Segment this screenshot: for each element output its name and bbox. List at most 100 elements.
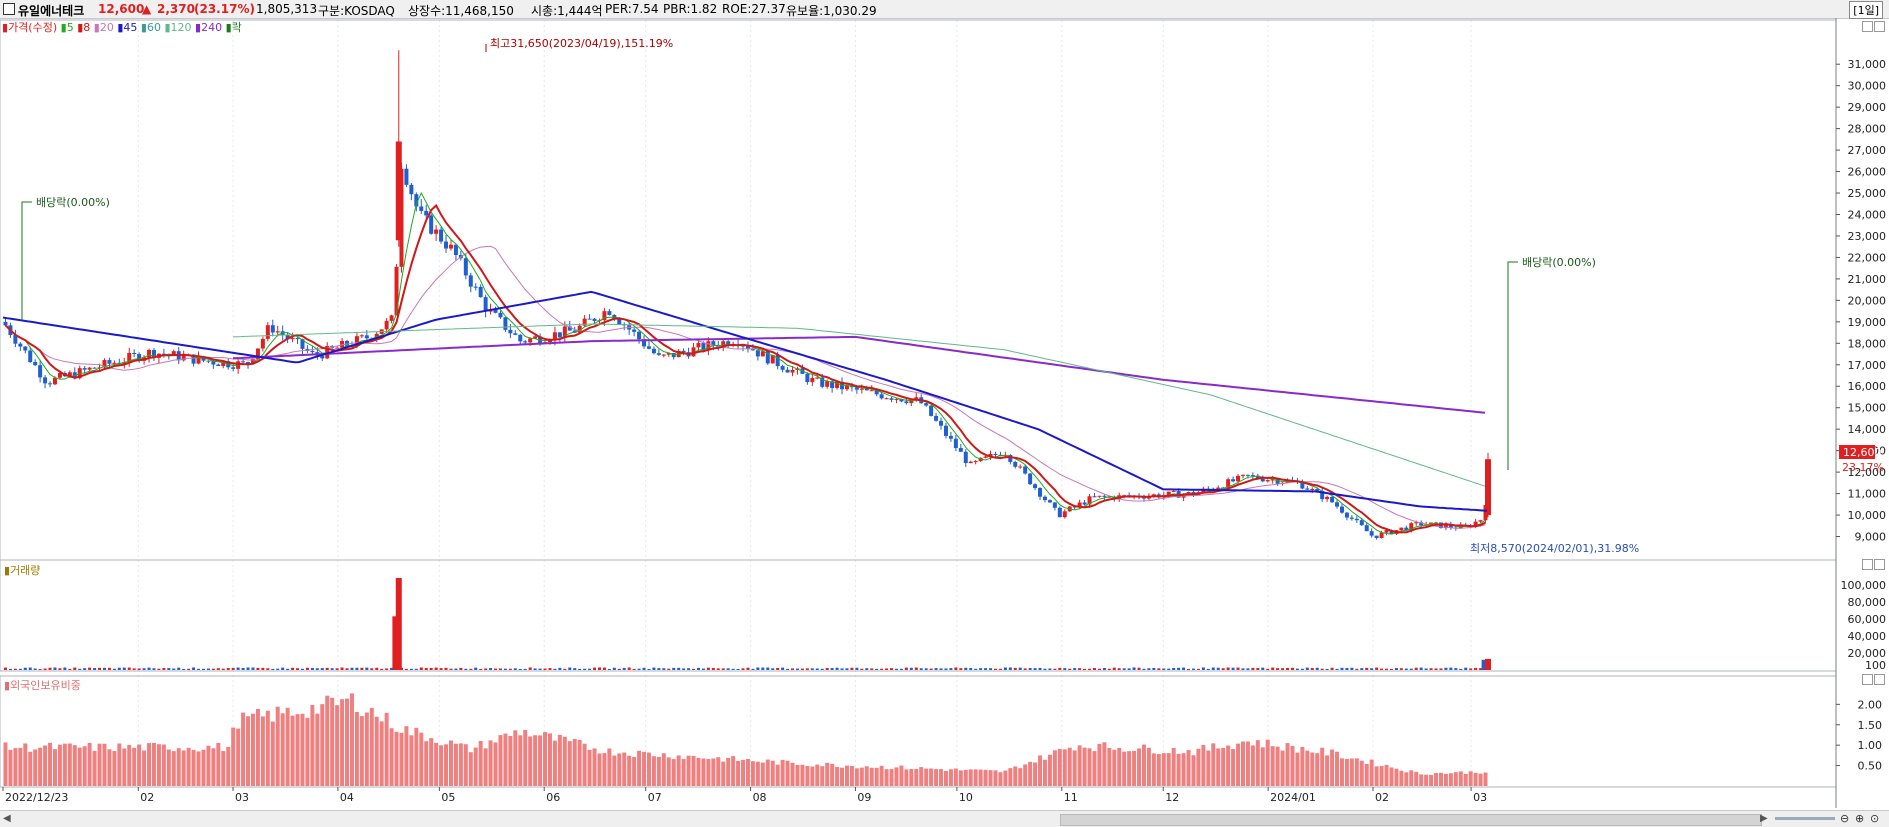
candle-body [968, 461, 973, 464]
candle-body [1216, 487, 1221, 490]
legend-ma45[interactable]: ▮45 [117, 21, 138, 34]
candle-body [1047, 500, 1052, 503]
volume-bar [1360, 668, 1364, 670]
horizontal-scrollbar[interactable]: ◀ ▶ ⊖ ⊕ ⊙ [0, 810, 1889, 827]
zoom-in-icon[interactable]: ⊕ [1855, 812, 1865, 825]
candle-body [1062, 511, 1067, 518]
foreign-bar [92, 750, 97, 786]
foreign-bar [325, 695, 330, 786]
price-tick-label: 26,000 [1848, 166, 1887, 179]
foreign-bar [612, 755, 617, 786]
x-tick-label: 06 [546, 791, 560, 804]
legend-ma8[interactable]: ▮8 [77, 21, 91, 34]
volume-peak-bar [392, 616, 399, 670]
legend-ma240[interactable]: ▮240 [195, 21, 223, 34]
legend-price[interactable]: ▮가격(수정) [2, 21, 58, 34]
volume-bar [83, 668, 87, 670]
zoom-slider[interactable] [1775, 817, 1835, 820]
candle-body [310, 350, 315, 353]
zoom-out-icon[interactable]: ⊖ [1840, 812, 1850, 825]
foreign-bar [1409, 770, 1414, 786]
foreign-bar [1107, 747, 1112, 786]
trade-volume: 1,805,313 [256, 2, 318, 16]
candle-body [973, 461, 978, 463]
foreign-pane-max-button[interactable] [1874, 674, 1885, 685]
volume-bar [1479, 668, 1483, 670]
price-tick-label: 15,000 [1848, 402, 1887, 415]
stock-header: 유일에너테크 12,600 ▲ 2,370 (23.17%) 1,805,313… [0, 0, 1889, 19]
period-button[interactable]: [1일] [1849, 1, 1883, 19]
legend-ex-dividend[interactable]: ▮락 [225, 21, 242, 34]
foreign-bar [632, 756, 637, 786]
foreign-bar [43, 745, 48, 786]
volume-bar [162, 668, 166, 670]
volume-bar [528, 667, 532, 670]
scroll-left-icon[interactable]: ◀ [3, 813, 11, 824]
volume-bar [716, 668, 720, 670]
candle-body [354, 336, 359, 346]
volume-bars [3, 577, 1491, 670]
select-checkbox[interactable] [3, 3, 15, 15]
volume-pane-max-button[interactable] [1874, 559, 1885, 570]
legend-ma20[interactable]: ▮20 [93, 21, 114, 34]
candle-body [508, 329, 513, 334]
x-tick-label: 07 [648, 791, 662, 804]
foreign-bar [934, 769, 939, 786]
stock-name[interactable]: 유일에너테크 [18, 4, 85, 18]
candle-body [1033, 484, 1038, 489]
volume-bar [548, 668, 552, 670]
legend-ma5[interactable]: ▮5 [60, 21, 74, 34]
zoom-reset-icon[interactable]: ⊙ [1870, 812, 1880, 825]
foreign-bar [1033, 762, 1038, 786]
candle-body [810, 377, 815, 383]
candle-body [1300, 481, 1305, 489]
volume-pane-min-button[interactable] [1862, 559, 1873, 570]
candle-body [345, 340, 350, 346]
candle-body [632, 329, 637, 332]
price-pane-min-button[interactable] [1862, 21, 1873, 32]
candle-body [260, 338, 265, 349]
volume-bar [677, 667, 681, 670]
candle-body [1042, 496, 1047, 501]
legend-ma60[interactable]: ▮60 [140, 21, 161, 34]
market-type: 구분:KOSDAQ [318, 4, 395, 18]
foreign-bar [775, 764, 780, 786]
volume-bar [1286, 667, 1290, 670]
per-value: PER:7.54 [605, 2, 659, 16]
candle-body [656, 353, 661, 355]
foreign-bar [1161, 753, 1166, 786]
foreign-bar [696, 757, 701, 786]
volume-bar [791, 668, 795, 670]
foreign-bar [1102, 742, 1107, 786]
foreign-bar [1310, 752, 1315, 786]
volume-bar [1088, 668, 1092, 670]
volume-bar [800, 668, 804, 670]
foreign-bar [354, 712, 359, 786]
candle-body [112, 362, 117, 364]
volume-bar [706, 667, 710, 670]
scroll-right-icon[interactable]: ▶ [1760, 813, 1768, 824]
scroll-thumb[interactable] [1060, 814, 1762, 826]
foreign-bar [1473, 772, 1478, 786]
volume-bar [929, 668, 933, 670]
foreign-bar [1369, 759, 1374, 786]
volume-bar [1281, 668, 1285, 670]
candle-body [567, 326, 572, 331]
volume-bar [776, 667, 780, 670]
price-change-pct: (23.17%) [194, 2, 255, 16]
volume-tick-label: 60,000 [1848, 613, 1887, 626]
price-tick-label: 21,000 [1848, 273, 1887, 286]
foreign-bar [755, 761, 760, 786]
candle-body [409, 184, 414, 195]
volume-bar [1157, 668, 1161, 670]
legend-ma120[interactable]: ▮120 [164, 21, 192, 34]
foreign-pane-min-button[interactable] [1862, 674, 1873, 685]
price-pane-max-button[interactable] [1874, 21, 1885, 32]
foreign-bar [241, 712, 246, 786]
volume-bar [38, 668, 42, 670]
foreign-bar [1236, 743, 1241, 786]
foreign-bar [864, 766, 869, 786]
volume-bar [1097, 668, 1101, 670]
foreign-bar [518, 735, 523, 786]
